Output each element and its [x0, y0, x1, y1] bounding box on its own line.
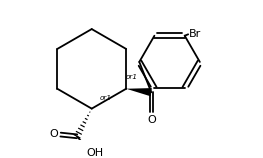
Text: O: O — [50, 129, 58, 139]
Text: O: O — [147, 115, 156, 125]
Text: or1: or1 — [99, 95, 112, 101]
Text: or1: or1 — [125, 74, 137, 80]
Text: Br: Br — [189, 29, 201, 39]
Text: OH: OH — [87, 148, 104, 158]
Polygon shape — [126, 88, 152, 96]
